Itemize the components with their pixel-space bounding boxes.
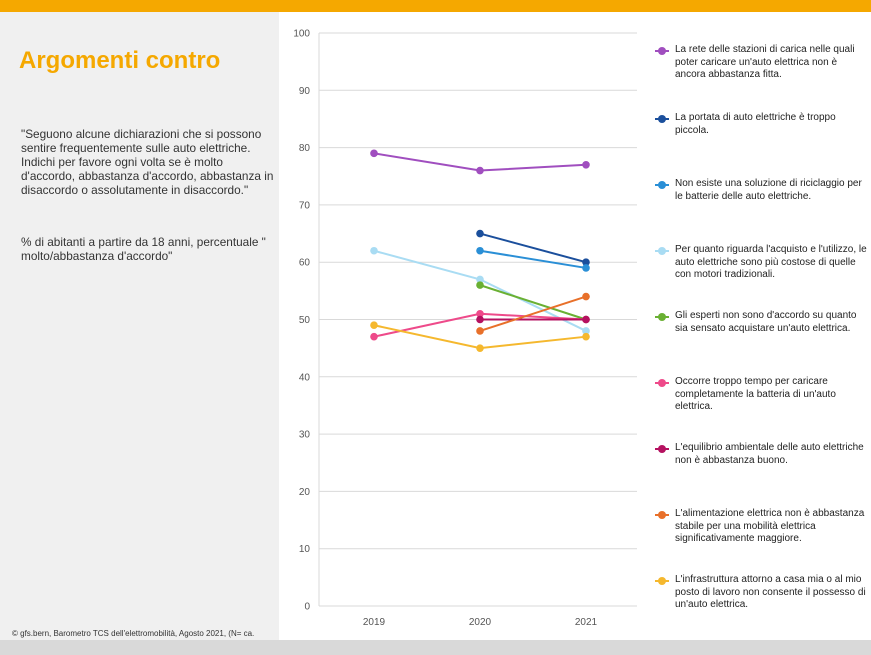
y-tick-label: 30 <box>299 430 311 441</box>
legend-label: Occorre troppo tempo per caricare comple… <box>675 376 836 412</box>
data-point <box>370 321 378 330</box>
y-tick-label: 40 <box>299 372 311 383</box>
legend-label: Non esiste una soluzione di riciclaggio … <box>675 178 862 202</box>
legend-label: L'infrastruttura attorno a casa mia o al… <box>675 574 866 610</box>
x-tick-label: 2020 <box>469 617 492 628</box>
legend-label: La rete delle stazioni di carica nelle q… <box>675 44 855 80</box>
legend-dot-swatch <box>658 47 666 55</box>
legend-label: L'alimentazione elettrica non è abbastan… <box>675 508 865 544</box>
legend-dot-swatch <box>658 511 666 519</box>
data-point <box>476 309 484 318</box>
data-point <box>582 332 590 341</box>
legend-dot-swatch <box>658 181 666 189</box>
data-point <box>582 292 590 301</box>
y-tick-label: 90 <box>299 86 311 97</box>
legend-item: Occorre troppo tempo per caricare comple… <box>655 376 870 414</box>
legend-dot-swatch <box>658 313 666 321</box>
legend-dot-swatch <box>658 577 666 585</box>
legend-dot-swatch <box>658 247 666 255</box>
data-point <box>476 246 484 255</box>
bottom-bar <box>0 640 871 655</box>
data-point <box>582 264 590 272</box>
legend-dot-swatch <box>658 379 666 387</box>
y-tick-label: 0 <box>304 602 310 613</box>
data-point <box>476 229 484 238</box>
series-line-8 <box>479 295 587 332</box>
legend-item: La portata di auto elettriche è troppo p… <box>655 112 870 137</box>
data-point <box>582 160 590 169</box>
y-tick-label: 50 <box>299 315 311 326</box>
left-panel: Argomenti contro "Seguono alcune dichiar… <box>0 12 279 648</box>
y-tick-label: 60 <box>299 258 311 269</box>
legend-item: L'alimentazione elettrica non è abbastan… <box>655 508 870 546</box>
x-tick-label: 2021 <box>575 617 598 628</box>
note-text: % di abitanti a partire da 18 anni, perc… <box>21 235 266 263</box>
x-tick-label: 2019 <box>363 617 386 628</box>
page-title: Argomenti contro <box>19 47 221 74</box>
data-point <box>582 327 590 335</box>
data-point <box>582 258 590 266</box>
data-point <box>476 344 484 352</box>
data-point <box>370 246 378 255</box>
legend-label: La portata di auto elettriche è troppo p… <box>675 112 836 136</box>
data-point <box>476 315 484 324</box>
y-tick-label: 70 <box>299 200 311 211</box>
data-point <box>582 315 590 324</box>
data-point <box>476 166 484 175</box>
legend-label: Gli esperti non sono d'accordo su quanto… <box>675 310 857 334</box>
legend-dot-swatch <box>658 445 666 453</box>
series-line-2 <box>479 232 587 264</box>
data-point <box>476 327 484 335</box>
legend-item: Per quanto riguarda l'acquisto e l'utili… <box>655 244 870 282</box>
y-tick-label: 10 <box>299 544 311 555</box>
y-tick-label: 80 <box>299 143 311 154</box>
legend-item: Gli esperti non sono d'accordo su quanto… <box>655 310 870 335</box>
legend-item: La rete delle stazioni di carica nelle q… <box>655 44 870 82</box>
legend-item: L'infrastruttura attorno a casa mia o al… <box>655 574 870 612</box>
y-tick-label: 20 <box>299 487 311 498</box>
legend-dot-swatch <box>658 115 666 123</box>
data-point <box>476 275 484 284</box>
legend-item: Non esiste una soluzione di riciclaggio … <box>655 178 870 203</box>
y-tick-label: 100 <box>293 29 310 40</box>
legend-label: L'equilibrio ambientale delle auto elett… <box>675 442 864 466</box>
data-point <box>370 332 378 341</box>
top-accent-bar <box>0 0 871 12</box>
series-line-5 <box>479 284 587 321</box>
legend-item: L'equilibrio ambientale delle auto elett… <box>655 442 870 467</box>
series-line-3 <box>479 249 587 269</box>
data-point <box>476 281 484 289</box>
line-chart: 0 10 20 30 40 50 60 70 80 90 100 2019 2020 2021 <box>293 29 637 628</box>
legend-label: Per quanto riguarda l'acquisto e l'utili… <box>675 244 867 280</box>
intro-text: "Seguono alcune dichiarazioni che si pos… <box>21 127 274 197</box>
data-point <box>370 149 378 158</box>
